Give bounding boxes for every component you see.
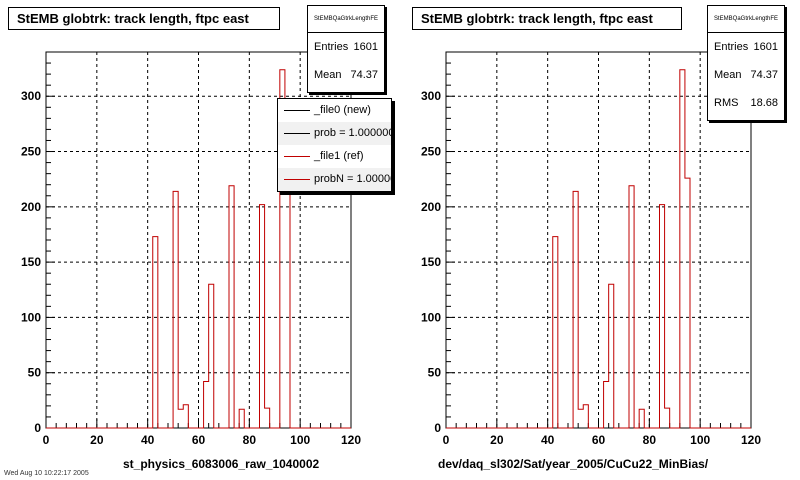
legend-swatch-file0 — [284, 110, 310, 111]
legend-entry-file1: _file1 (ref) — [278, 145, 391, 168]
left-chart-title: StEMB globtrk: track length, ftpc east — [8, 7, 280, 30]
right-stats-name: StEMBQaGtrkLengthFE — [708, 6, 784, 33]
right-rms-value: 18.68 — [750, 97, 778, 109]
left-ytick-label-50: 50 — [28, 366, 42, 380]
right-rms-label: RMS — [714, 97, 739, 109]
left-entries-value: 1601 — [353, 41, 378, 53]
right-ytick-label-100: 100 — [421, 310, 441, 324]
right-xtick-label-100: 100 — [690, 433, 710, 447]
legend-swatch-prob — [284, 133, 310, 134]
right-entries-value: 1601 — [753, 41, 778, 53]
right-xtick-label-0: 0 — [443, 433, 450, 447]
right-xtick-label-60: 60 — [592, 433, 606, 447]
right-x-axis-caption: dev/daq_sl302/Sat/year_2005/CuCu22_MinBi… — [438, 457, 709, 471]
right-ytick-label-150: 150 — [421, 255, 441, 269]
left-xtick-label-40: 40 — [141, 433, 155, 447]
legend-swatch-probn — [284, 179, 310, 180]
left-ytick-label-300: 300 — [21, 89, 41, 103]
legend-swatch-file1 — [284, 156, 310, 157]
left-mean-value: 74.37 — [350, 69, 378, 81]
right-xtick-label-80: 80 — [643, 433, 657, 447]
left-xtick-label-60: 60 — [192, 433, 206, 447]
right-xtick-label-20: 20 — [490, 433, 504, 447]
legend-entry-file0: _file0 (new) — [278, 99, 391, 122]
right-ytick-label-0: 0 — [434, 421, 441, 435]
left-stats-box: StEMBQaGtrkLengthFE Entries 1601 Mean 74.3… — [307, 5, 385, 93]
left-ytick-label-200: 200 — [21, 200, 41, 214]
left-entries-label: Entries — [314, 41, 349, 53]
right-ytick-label-250: 250 — [421, 145, 441, 159]
legend-label-file1: _file1 (ref) — [314, 150, 364, 162]
left-x-axis-caption: st_physics_6083006_raw_1040002 — [123, 457, 320, 471]
right-entries-label: Entries — [714, 41, 749, 53]
left-stats-name: StEMBQaGtrkLengthFE — [308, 6, 384, 33]
legend-label-file0: _file0 (new) — [314, 104, 371, 116]
left-ytick-label-0: 0 — [34, 421, 41, 435]
left-xtick-label-0: 0 — [43, 433, 50, 447]
legend-entry-prob: prob = 1.000000 — [278, 122, 391, 145]
right-series-line-0 — [446, 69, 751, 429]
right-histogram: 0 20 40 60 80 100 120 0 50 100 150 200 250 300 — [421, 51, 761, 447]
right-ytick-label-50: 50 — [428, 366, 442, 380]
legend-label-prob: prob = 1.000000 — [314, 127, 392, 139]
left-xtick-label-120: 120 — [341, 433, 361, 447]
legend-entry-probn: probN = 1.000000 — [278, 168, 391, 191]
footer-timestamp: Wed Aug 10 10:22:17 2005 — [4, 470, 89, 477]
left-mean-label: Mean — [314, 69, 342, 81]
left-ytick-label-150: 150 — [21, 255, 41, 269]
left-xtick-label-80: 80 — [243, 433, 257, 447]
right-chart-title: StEMB globtrk: track length, ftpc east — [412, 7, 682, 30]
right-ytick-label-300: 300 — [421, 89, 441, 103]
right-mean-label: Mean — [714, 69, 742, 81]
left-ytick-label-250: 250 — [21, 145, 41, 159]
right-ytick-label-200: 200 — [421, 200, 441, 214]
right-mean-value: 74.37 — [750, 69, 778, 81]
legend-label-probn: probN = 1.000000 — [314, 173, 391, 185]
left-xtick-label-20: 20 — [90, 433, 104, 447]
legend-box: _file0 (new) prob = 1.000000 _file1 (ref… — [277, 98, 392, 192]
right-xtick-label-40: 40 — [541, 433, 555, 447]
right-xtick-label-120: 120 — [741, 433, 761, 447]
left-series-line-0 — [46, 69, 351, 429]
left-xtick-label-100: 100 — [290, 433, 310, 447]
right-stats-box: StEMBQaGtrkLengthFE Entries 1601 Mean 74.3… — [707, 5, 785, 121]
left-ytick-label-100: 100 — [21, 310, 41, 324]
